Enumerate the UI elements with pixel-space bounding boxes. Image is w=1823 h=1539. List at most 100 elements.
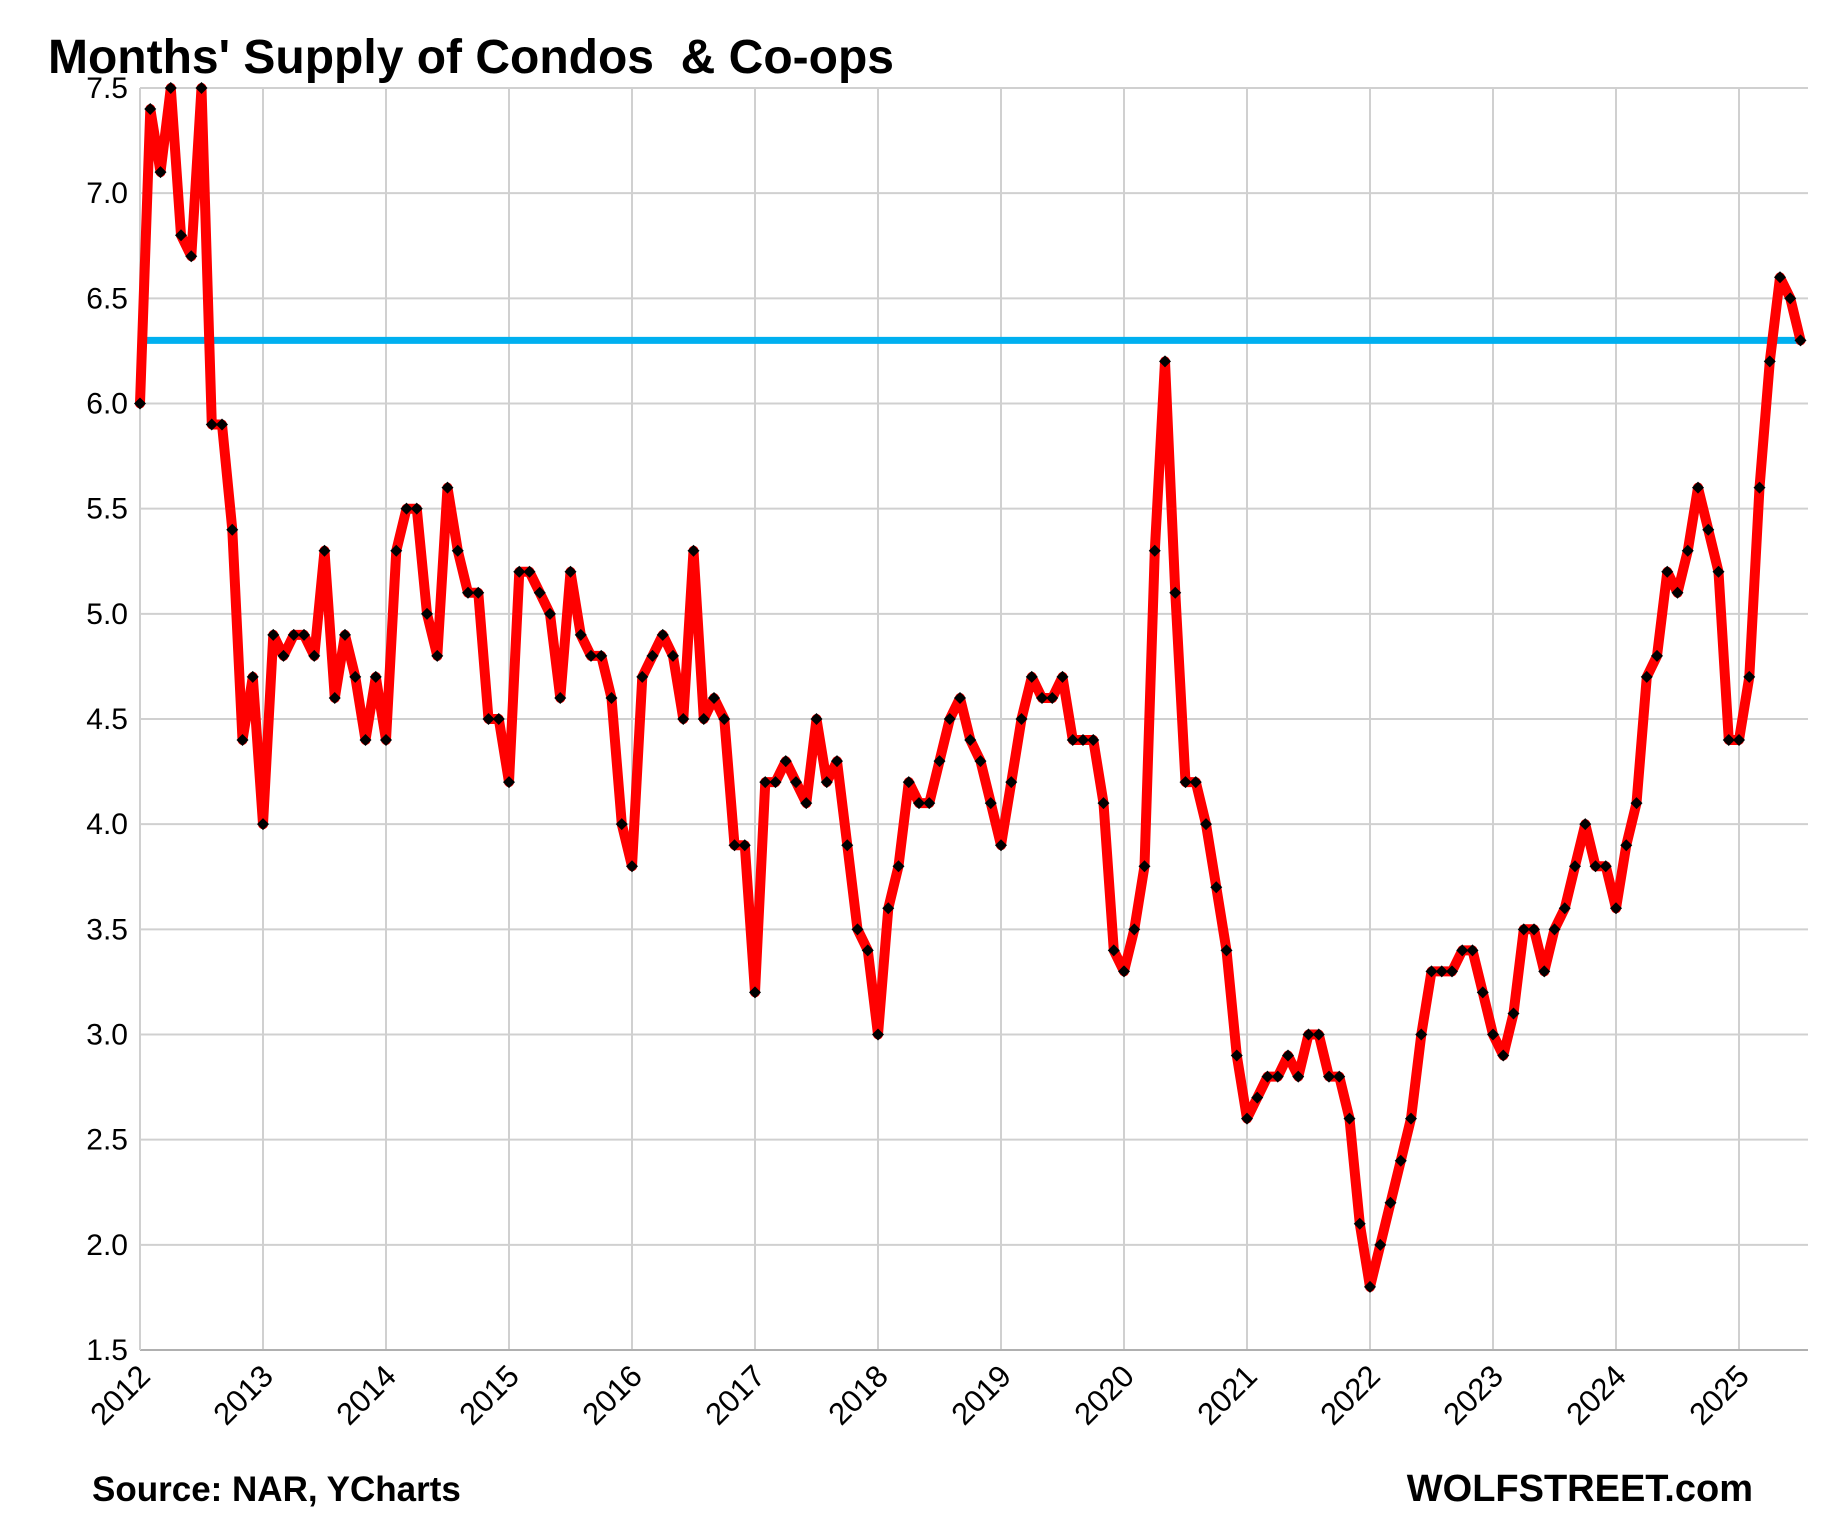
data-point (144, 103, 157, 116)
y-tick-label: 3.5 (86, 913, 128, 946)
data-point (574, 628, 587, 641)
data-point (615, 818, 628, 831)
data-point (1743, 670, 1756, 683)
x-tick-label: 2015 (452, 1358, 526, 1432)
data-point (1148, 544, 1161, 557)
data-point (1589, 860, 1602, 873)
data-point (492, 713, 505, 725)
data-point (1753, 481, 1766, 494)
x-tick-label: 2022 (1313, 1358, 1387, 1432)
data-point (738, 839, 751, 852)
data-point (1487, 1028, 1499, 1041)
data-point (164, 82, 177, 94)
data-point (954, 691, 966, 704)
x-axis-tick-labels: 2012 2013 2014 2015 2016 2017 2018 2019 2020 2021… (83, 1358, 1756, 1432)
data-point (441, 481, 454, 494)
data-point (605, 691, 618, 704)
data-point (1066, 734, 1079, 747)
data-point (462, 586, 474, 599)
data-point (410, 502, 423, 515)
data-point (800, 797, 813, 810)
x-tick-label: 2018 (821, 1358, 895, 1432)
data-point (1538, 965, 1551, 978)
data-point (1097, 797, 1110, 810)
data-point (1251, 1091, 1264, 1104)
data-point (380, 734, 392, 747)
data-point (400, 502, 413, 515)
data-point (636, 670, 649, 683)
data-point (1333, 1070, 1346, 1083)
data-point (318, 544, 331, 557)
data-point (995, 839, 1007, 852)
data-point (749, 986, 761, 999)
data-point (1425, 965, 1438, 978)
data-point (1077, 734, 1089, 747)
y-tick-label: 7.0 (86, 177, 128, 210)
data-point (1640, 670, 1653, 683)
data-point (1794, 334, 1807, 347)
data-point (984, 797, 997, 810)
data-point (390, 544, 403, 557)
data-point (1138, 860, 1151, 873)
data-point (913, 797, 925, 810)
data-point (585, 649, 597, 662)
data-point (236, 734, 249, 747)
data-point (1435, 965, 1448, 978)
data-point (287, 628, 300, 641)
data-point (513, 565, 526, 578)
data-point (1323, 1070, 1335, 1083)
data-point (790, 776, 802, 789)
data-point (1569, 860, 1581, 873)
x-tick-label: 2013 (206, 1358, 280, 1432)
data-point (626, 860, 638, 873)
data-point (349, 670, 362, 683)
data-point (820, 776, 833, 789)
data-point (1681, 544, 1694, 557)
data-point (1476, 986, 1489, 999)
data-point (667, 649, 679, 662)
y-tick-label: 2.5 (86, 1124, 128, 1157)
x-tick-label: 2012 (83, 1358, 157, 1432)
data-point (1025, 670, 1038, 683)
data-point (728, 839, 741, 852)
data-point (1610, 902, 1622, 915)
data-point (267, 628, 280, 641)
data-point (1118, 965, 1130, 978)
data-point (1733, 734, 1745, 747)
data-point (841, 839, 854, 852)
data-point (1353, 1217, 1366, 1230)
data-point (1282, 1049, 1294, 1062)
data-point (431, 649, 444, 662)
data-point (1712, 565, 1725, 578)
data-point (421, 607, 433, 620)
data-point (831, 755, 843, 768)
data-point (298, 628, 310, 641)
data-point (1271, 1070, 1284, 1083)
x-tick-label: 2017 (698, 1358, 772, 1432)
y-axis-tick-labels: 1.5 2.0 2.5 3.0 3.5 4.0 4.5 5.0 5.5 6.0 6.5 7.0 7.5 (86, 72, 128, 1367)
data-point (1517, 923, 1530, 936)
data-point (697, 713, 710, 725)
data-point (205, 418, 218, 431)
data-point (1394, 1154, 1407, 1167)
data-point (759, 776, 772, 789)
data-point (533, 586, 546, 599)
data-point (308, 649, 321, 662)
data-point (1087, 734, 1100, 747)
chart-title: Months' Supply of Condos & Co-ops (48, 31, 894, 84)
y-tick-label: 4.5 (86, 703, 128, 736)
data-point (1466, 944, 1479, 957)
data-point (1774, 271, 1786, 284)
series-layer (135, 83, 1806, 1292)
data-point (1661, 565, 1674, 578)
data-point-markers (134, 82, 1807, 1293)
data-point (1036, 691, 1048, 704)
data-point (246, 670, 259, 683)
data-point (718, 713, 731, 725)
data-point (964, 734, 977, 747)
data-point (1292, 1070, 1305, 1083)
data-point (687, 544, 700, 557)
data-point (1343, 1112, 1356, 1125)
data-point (257, 818, 269, 831)
data-point (503, 776, 515, 789)
